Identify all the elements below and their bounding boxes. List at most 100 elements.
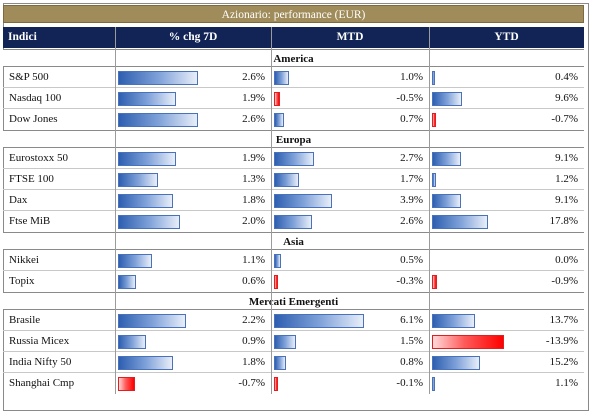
cell-chg7d: 1.1% [115, 250, 271, 271]
row-divider [3, 210, 584, 211]
value-ytd: 13.7% [549, 314, 578, 326]
section-header: America [3, 49, 584, 67]
cell-mtd: 0.5% [271, 250, 429, 271]
positive-bar-chg7d [118, 92, 176, 106]
positive-bar-ytd [432, 152, 461, 166]
cell-mtd: 1.0% [271, 67, 429, 88]
cell-chg7d: 1.9% [115, 148, 271, 169]
table-row: Topix 0.6% -0.3% -0.9% [3, 271, 584, 292]
cell-ytd: 9.6% [429, 88, 584, 109]
section-header: Asia [3, 232, 584, 250]
cell-chg7d: 0.6% [115, 271, 271, 292]
cell-mtd: 3.9% [271, 190, 429, 211]
index-name: India Nifty 50 [9, 356, 72, 368]
positive-bar-ytd [432, 194, 461, 208]
value-ytd: 9.1% [555, 152, 578, 164]
value-ytd: -0.7% [551, 113, 578, 125]
value-chg7d: 1.8% [242, 194, 265, 206]
cell-mtd: -0.3% [271, 271, 429, 292]
table-row: Nikkei 1.1% 0.5% 0.0% [3, 250, 584, 271]
value-ytd: 9.6% [555, 92, 578, 104]
row-divider [3, 87, 584, 88]
positive-bar-mtd [274, 254, 281, 268]
row-divider [3, 372, 584, 373]
value-mtd: 2.7% [400, 152, 423, 164]
value-ytd: 1.2% [555, 173, 578, 185]
value-chg7d: 1.3% [242, 173, 265, 185]
positive-bar-ytd [432, 377, 435, 391]
index-name: Shanghai Cmp [9, 377, 75, 389]
positive-bar-mtd [274, 113, 284, 127]
index-name: Nikkei [9, 254, 39, 266]
table-row: Brasile 2.2% 6.1% 13.7% [3, 310, 584, 331]
section-header: Europa [3, 130, 584, 148]
index-name: Russia Micex [9, 335, 70, 347]
value-mtd: 2.6% [400, 215, 423, 227]
positive-bar-mtd [274, 194, 332, 208]
negative-bar-ytd [432, 335, 504, 349]
index-name: Brasile [9, 314, 41, 326]
table-title: Azionario: performance (EUR) [3, 5, 584, 23]
column-divider [115, 27, 116, 394]
table-row: Russia Micex 0.9% 1.5% -13.9% [3, 331, 584, 352]
value-mtd: 0.8% [400, 356, 423, 368]
positive-bar-ytd [432, 356, 480, 370]
value-ytd: 1.1% [555, 377, 578, 389]
cell-chg7d: 0.9% [115, 331, 271, 352]
cell-ytd: 1.2% [429, 169, 584, 190]
cell-mtd: 1.7% [271, 169, 429, 190]
index-name: Eurostoxx 50 [9, 152, 68, 164]
cell-ytd: -13.9% [429, 331, 584, 352]
value-mtd: -0.1% [396, 377, 423, 389]
cell-ytd: 0.0% [429, 250, 584, 271]
negative-bar-ytd [432, 113, 436, 127]
positive-bar-chg7d [118, 254, 152, 268]
value-mtd: 3.9% [400, 194, 423, 206]
value-ytd: 0.4% [555, 71, 578, 83]
header-mtd: MTD [336, 31, 364, 43]
row-divider [3, 270, 584, 271]
positive-bar-chg7d [118, 335, 146, 349]
value-mtd: -0.3% [396, 275, 423, 287]
value-ytd: 15.2% [549, 356, 578, 368]
cell-ytd: 17.8% [429, 211, 584, 232]
header-chg-7d: % chg 7D [168, 31, 218, 43]
index-name: Nasdaq 100 [9, 92, 62, 104]
value-mtd: 0.5% [400, 254, 423, 266]
performance-table [3, 3, 589, 411]
value-chg7d: 2.2% [242, 314, 265, 326]
value-mtd: 0.7% [400, 113, 423, 125]
cell-mtd: 6.1% [271, 310, 429, 331]
cell-ytd: 0.4% [429, 67, 584, 88]
value-ytd: 9.1% [555, 194, 578, 206]
cell-chg7d: 1.9% [115, 88, 271, 109]
positive-bar-mtd [274, 173, 299, 187]
column-divider [271, 27, 272, 394]
value-mtd: -0.5% [396, 92, 423, 104]
table-row: India Nifty 50 1.8% 0.8% 15.2% [3, 352, 584, 373]
value-chg7d: 2.6% [242, 113, 265, 125]
value-chg7d: 0.9% [242, 335, 265, 347]
table-row: Nasdaq 100 1.9% -0.5% 9.6% [3, 88, 584, 109]
negative-bar-ytd [432, 275, 437, 289]
header-ytd: YTD [494, 31, 519, 43]
negative-bar-mtd [274, 275, 278, 289]
cell-chg7d: 2.6% [115, 67, 271, 88]
value-mtd: 1.7% [400, 173, 423, 185]
header-row: Indici % chg 7D MTD YTD [3, 27, 584, 48]
cell-ytd: 9.1% [429, 190, 584, 211]
value-mtd: 1.0% [400, 71, 423, 83]
cell-chg7d: 1.8% [115, 190, 271, 211]
cell-mtd: -0.5% [271, 88, 429, 109]
cell-chg7d: 2.2% [115, 310, 271, 331]
positive-bar-chg7d [118, 113, 198, 127]
table-row: FTSE 100 1.3% 1.7% 1.2% [3, 169, 584, 190]
row-divider [3, 351, 584, 352]
cell-mtd: 0.8% [271, 352, 429, 373]
cell-ytd: -0.7% [429, 109, 584, 130]
table-row: Shanghai Cmp -0.7% -0.1% 1.1% [3, 373, 584, 394]
row-divider [3, 168, 584, 169]
negative-bar-mtd [274, 377, 278, 391]
value-chg7d: 2.0% [242, 215, 265, 227]
value-ytd: -0.9% [551, 275, 578, 287]
